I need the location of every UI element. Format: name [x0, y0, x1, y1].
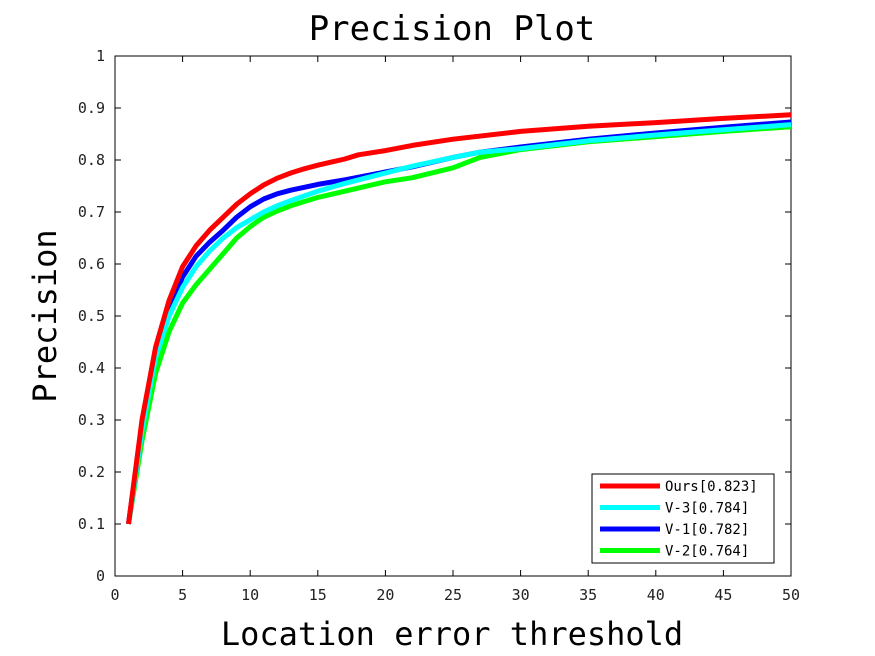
- legend-label: V-2[0.764]: [665, 544, 749, 560]
- x-tick-label: 25: [444, 586, 462, 604]
- series-line-ours: [126, 112, 792, 525]
- x-tick-label: 45: [714, 586, 732, 604]
- y-tick-label: 0.7: [78, 203, 105, 221]
- legend-label: Ours[0.823]: [665, 479, 758, 495]
- y-tick-label: 0.4: [78, 359, 105, 377]
- legend: Ours[0.823] V-3[0.784] V-1[0.782] V-2[0.764…: [591, 473, 775, 564]
- x-tick-label: 10: [241, 586, 259, 604]
- y-tick-label: 0.9: [78, 99, 105, 117]
- series-lines: [126, 112, 792, 525]
- y-tick-label: 1: [96, 47, 105, 65]
- x-tick-label: 20: [376, 586, 394, 604]
- y-tick-label: 0.3: [78, 411, 105, 429]
- x-tick-label: 15: [309, 586, 327, 604]
- x-axis-label: Location error threshold: [221, 615, 683, 653]
- legend-label: V-1[0.782]: [665, 522, 749, 538]
- chart-title: Precision Plot: [309, 9, 596, 49]
- x-tick-label: 5: [178, 586, 187, 604]
- series-line-v-3: [126, 122, 792, 525]
- x-tick-label: 40: [647, 586, 665, 604]
- x-tick-label: 30: [512, 586, 530, 604]
- y-axis: 0 0.1 0.2 0.3 0.4 0.5 0.6 0.7 0.8 0.9 1: [78, 47, 791, 585]
- x-tick-label: 50: [782, 586, 800, 604]
- legend-label: V-3[0.784]: [665, 501, 749, 517]
- y-tick-label: 0: [96, 567, 105, 585]
- y-tick-label: 0.6: [78, 255, 105, 273]
- x-tick-label: 35: [579, 586, 597, 604]
- y-tick-label: 0.2: [78, 463, 105, 481]
- x-tick-label: 0: [110, 586, 119, 604]
- y-axis-label: Precision: [26, 229, 64, 402]
- x-axis: 0 5 10 15 20 25 30 35 40 45 50: [110, 56, 800, 604]
- y-tick-label: 0.1: [78, 515, 105, 533]
- y-tick-label: 0.8: [78, 151, 105, 169]
- y-tick-label: 0.5: [78, 307, 105, 325]
